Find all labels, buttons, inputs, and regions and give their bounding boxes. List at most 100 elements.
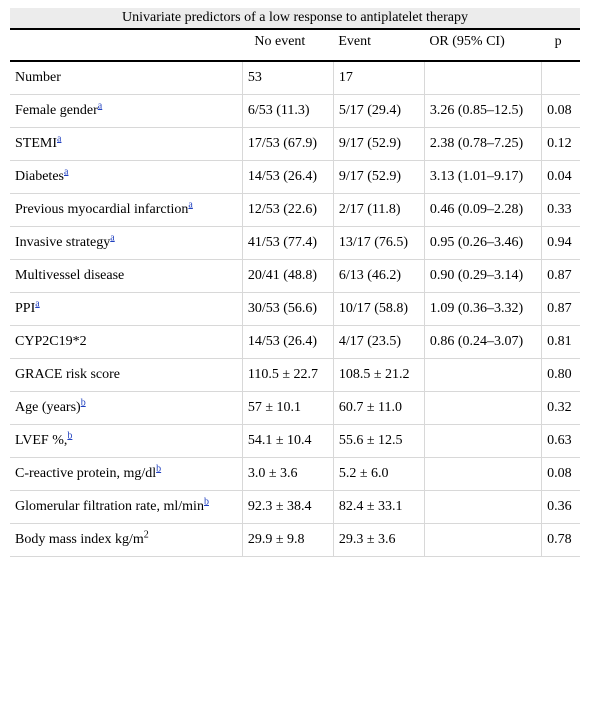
footnote-link[interactable]: a (63, 166, 69, 178)
row-label: Glomerular filtration rate, ml/min (15, 499, 204, 514)
row-label-cell: Multivessel disease (10, 259, 243, 293)
table-caption: Univariate predictors of a low response … (10, 8, 580, 30)
footnote-link[interactable]: a (110, 232, 115, 244)
footnote-link[interactable]: a (35, 298, 40, 310)
event-cell: 9/17 (52.9) (333, 160, 425, 194)
no-event-cell: 3.0 ± 3.6 (242, 457, 334, 491)
row-label: Age (years) (15, 400, 81, 415)
row-label: Previous myocardial infarction (15, 202, 189, 217)
p-value-cell: 0.87 (541, 259, 580, 293)
footnote-link[interactable]: a (57, 133, 62, 145)
table-row: LVEF %,b 54.1 ± 10.4 55.6 ± 12.5 0.63 (10, 424, 580, 458)
event-cell: 55.6 ± 12.5 (333, 424, 425, 458)
no-event-cell: 12/53 (22.6) (242, 193, 334, 227)
table-row: PPIa 30/53 (56.6) 10/17 (58.8) 1.09 (0.36–3… (10, 292, 580, 326)
no-event-cell: 92.3 ± 38.4 (242, 490, 334, 524)
p-value-cell: 0.33 (541, 193, 580, 227)
no-event-cell: 6/53 (11.3) (242, 94, 334, 128)
table-row: Invasive strategya 41/53 (77.4) 13/17 (76.… (10, 226, 580, 260)
row-label: Diabetes (15, 169, 64, 184)
row-label-cell: Female gendera (10, 94, 243, 128)
event-cell: 6/13 (46.2) (333, 259, 425, 293)
or-cell: 0.95 (0.26–3.46) (424, 226, 543, 260)
row-label-cell: C-reactive protein, mg/dlb (10, 457, 243, 491)
row-label: Female gender (15, 103, 98, 118)
footnote-link[interactable]: b (80, 397, 86, 409)
header-or: OR (95% CI) (424, 30, 542, 62)
or-cell (424, 490, 543, 524)
footnote-link[interactable]: b (67, 430, 73, 442)
or-cell: 2.38 (0.78–7.25) (424, 127, 543, 161)
table-body: Number 53 17 Female gendera 6/53 (11.3) 5/17 … (10, 61, 580, 557)
row-label-cell: Number (10, 61, 243, 95)
or-cell: 3.26 (0.85–12.5) (424, 94, 543, 128)
row-label-cell: GRACE risk score (10, 358, 243, 392)
row-label-cell: LVEF %,b (10, 424, 243, 458)
table-row: Diabetesa 14/53 (26.4) 9/17 (52.9) 3.13 (1.… (10, 160, 580, 194)
event-cell: 5/17 (29.4) (333, 94, 425, 128)
event-cell: 82.4 ± 33.1 (333, 490, 425, 524)
row-label: LVEF %, (15, 433, 68, 448)
row-label: Invasive strategy (15, 235, 111, 250)
or-cell (424, 61, 543, 95)
p-value-cell: 0.87 (541, 292, 580, 326)
or-cell (424, 391, 543, 425)
footnote-link[interactable]: b (156, 463, 162, 475)
event-cell: 9/17 (52.9) (333, 127, 425, 161)
table-row: Multivessel disease 20/41 (48.8) 6/13 (46.… (10, 259, 580, 293)
row-label-cell: Diabetesa (10, 160, 243, 194)
table-row: Age (years)b 57 ± 10.1 60.7 ± 11.0 0.32 (10, 391, 580, 425)
table-row: CYP2C19*2 14/53 (26.4) 4/17 (23.5) 0.86 (0.… (10, 325, 580, 359)
row-label-cell: Glomerular filtration rate, ml/minb (10, 490, 243, 524)
p-value-cell: 0.78 (541, 523, 580, 557)
event-cell: 60.7 ± 11.0 (333, 391, 425, 425)
row-label: PPI (15, 301, 36, 316)
header-row: No event Event OR (95% CI) p (10, 30, 580, 62)
footnote-link[interactable]: a (188, 199, 193, 211)
predictors-table: No event Event OR (95% CI) p Number 53 17 F… (10, 30, 580, 557)
row-label: Body mass index kg/m (15, 532, 144, 547)
no-event-cell: 17/53 (67.9) (242, 127, 334, 161)
no-event-cell: 57 ± 10.1 (242, 391, 334, 425)
table-row: Glomerular filtration rate, ml/minb 92.3 … (10, 490, 580, 524)
unit-superscript: 2 (143, 529, 149, 541)
event-cell: 10/17 (58.8) (333, 292, 425, 326)
row-label-cell: Previous myocardial infarctiona (10, 193, 243, 227)
p-value-cell: 0.81 (541, 325, 580, 359)
or-cell: 0.86 (0.24–3.07) (424, 325, 543, 359)
p-value-cell: 0.63 (541, 424, 580, 458)
event-cell: 108.5 ± 21.2 (333, 358, 425, 392)
row-label-cell: Invasive strategya (10, 226, 243, 260)
footnote-link[interactable]: b (203, 496, 209, 508)
event-cell: 13/17 (76.5) (333, 226, 425, 260)
p-value-cell: 0.04 (541, 160, 580, 194)
p-value-cell: 0.80 (541, 358, 580, 392)
row-label: STEMI (15, 136, 57, 151)
row-label-cell: Age (years)b (10, 391, 243, 425)
event-cell: 2/17 (11.8) (333, 193, 425, 227)
footnote-link[interactable]: a (97, 100, 103, 112)
p-value-cell: 0.36 (541, 490, 580, 524)
no-event-cell: 20/41 (48.8) (242, 259, 334, 293)
or-cell: 0.90 (0.29–3.14) (424, 259, 543, 293)
row-label: GRACE risk score (15, 367, 120, 382)
header-event: Event (333, 30, 425, 62)
row-label-cell: STEMIa (10, 127, 243, 161)
no-event-cell: 14/53 (26.4) (242, 325, 334, 359)
or-cell (424, 457, 543, 491)
p-value-cell: 0.12 (541, 127, 580, 161)
or-cell (424, 424, 543, 458)
or-cell: 0.46 (0.09–2.28) (424, 193, 543, 227)
table-row: Number 53 17 (10, 61, 580, 95)
no-event-cell: 14/53 (26.4) (242, 160, 334, 194)
or-cell (424, 358, 543, 392)
no-event-cell: 110.5 ± 22.7 (242, 358, 334, 392)
row-label: CYP2C19*2 (15, 334, 87, 349)
event-cell: 17 (333, 61, 425, 95)
or-cell: 3.13 (1.01–9.17) (424, 160, 543, 194)
table-container: Univariate predictors of a low response … (10, 8, 580, 557)
or-cell: 1.09 (0.36–3.32) (424, 292, 543, 326)
event-cell: 4/17 (23.5) (333, 325, 425, 359)
p-value-cell (541, 61, 580, 95)
p-value-cell: 0.32 (541, 391, 580, 425)
